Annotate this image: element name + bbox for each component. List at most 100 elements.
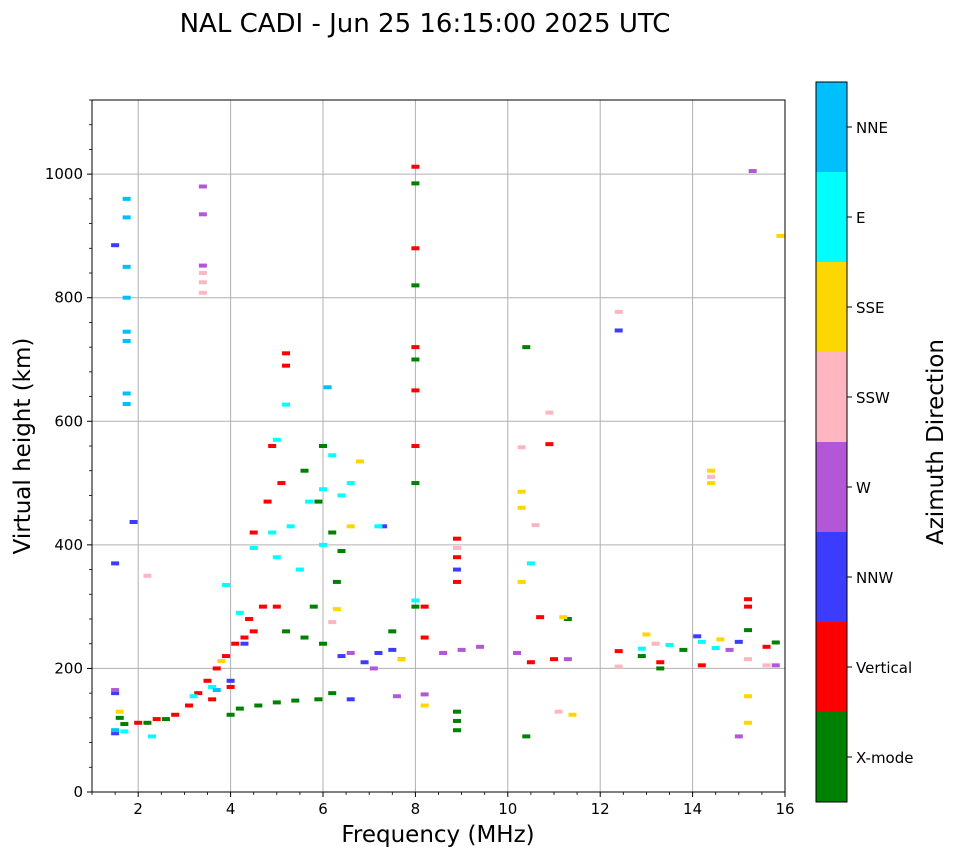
series-ssw [143,271,771,714]
data-points [111,164,785,739]
data-point [452,545,461,550]
data-point [282,629,291,634]
data-point [776,233,785,238]
data-point [122,391,131,396]
grid-layer [92,100,786,793]
data-point [254,703,263,708]
data-point [309,604,318,609]
data-point [337,654,346,659]
data-point [198,271,207,275]
data-point [272,604,281,609]
data-point [420,703,429,708]
data-point [707,468,716,473]
data-point [707,474,716,479]
data-point [240,635,249,640]
data-point [332,579,341,584]
data-point [122,295,131,300]
data-point [725,647,734,652]
data-point [411,444,420,448]
data-point [748,169,757,174]
data-point [744,657,753,662]
data-point [226,678,235,683]
data-point [771,663,780,668]
data-point [249,530,258,535]
colorbar-swatch [816,532,847,622]
data-point [411,246,420,251]
data-point [476,644,485,649]
colorbar-tick-label: NNW [856,569,893,587]
data-point [642,632,651,637]
colorbar-swatch [816,352,847,442]
data-point [249,545,258,550]
data-point [411,598,420,603]
data-point [656,660,665,665]
data-point [203,678,212,683]
y-tick-label: 800 [54,289,83,307]
data-point [697,639,706,644]
data-point [452,728,461,733]
data-point [212,666,221,671]
data-point [328,453,337,458]
data-point [420,604,429,609]
colorbar-swatch [816,172,847,262]
data-point [198,184,207,189]
data-point [369,666,378,671]
data-point [328,691,337,696]
y-tick-label: 0 [73,783,83,801]
data-point [374,650,383,655]
colorbar-tick-label: NNE [856,119,888,137]
data-point [277,481,286,486]
data-point [554,709,563,714]
data-point [111,688,120,693]
data-point [122,264,131,269]
data-point [744,694,753,699]
data-point [115,709,124,714]
data-point [286,524,295,529]
data-point [221,583,230,588]
data-point [517,445,526,450]
data-point [411,345,420,350]
data-point [452,555,461,560]
colorbar-swatch [816,442,847,532]
colorbar-swatch [816,712,847,802]
data-point [651,641,660,646]
data-point [771,640,780,645]
plot-frame [91,99,786,793]
data-point [744,720,753,725]
axes: 2 4 6 8 10 12 14 16 0 200 400 600 800 1000 [45,99,795,818]
data-point [295,567,304,572]
data-point [656,666,665,671]
data-point [240,641,249,646]
data-point [411,481,420,486]
data-point [323,385,332,390]
data-point [185,703,194,708]
data-point [111,728,120,733]
data-point [120,729,129,734]
data-point [355,459,364,464]
data-point [379,524,388,529]
x-tick-label: 2 [133,800,143,818]
data-point [744,597,753,602]
data-point [545,442,554,447]
data-point [231,641,240,646]
data-point [679,647,688,652]
data-point [198,212,207,217]
data-point [120,722,129,727]
data-point [272,437,281,442]
data-point [221,654,230,659]
x-tick-label: 16 [775,800,794,818]
data-point [249,629,258,634]
data-point [208,697,217,702]
data-point [143,720,152,725]
data-point [111,731,120,736]
data-point [319,444,327,448]
data-point [637,654,646,659]
data-point [245,617,254,621]
y-tick-label: 1000 [45,165,83,183]
data-point [122,215,131,220]
colorbar-tick-label: E [856,209,865,227]
data-point [452,709,461,714]
data-point [517,489,526,494]
series-sse [115,233,785,725]
data-point [282,402,291,407]
